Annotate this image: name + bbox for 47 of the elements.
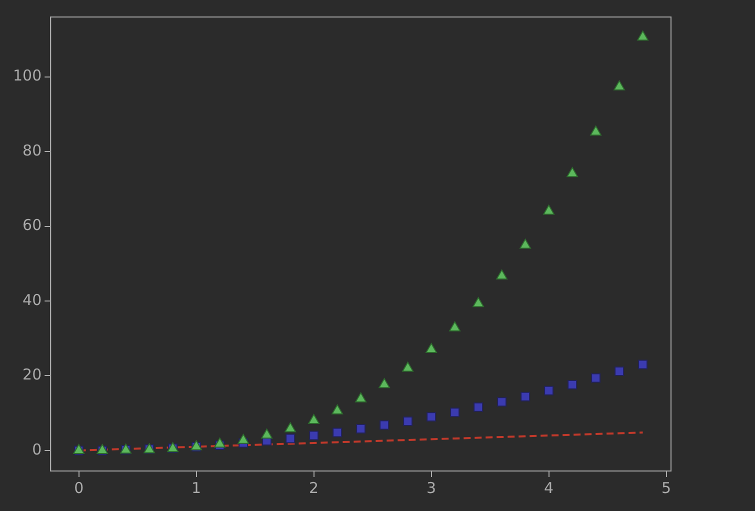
point bbox=[474, 402, 484, 412]
point bbox=[238, 434, 250, 444]
point bbox=[309, 430, 319, 440]
point bbox=[308, 414, 320, 424]
point bbox=[543, 204, 554, 215]
x-tick-label: 0 bbox=[74, 478, 84, 497]
point bbox=[450, 408, 460, 418]
point bbox=[426, 412, 436, 422]
point bbox=[614, 366, 624, 376]
point bbox=[472, 297, 484, 308]
point bbox=[590, 126, 602, 136]
point bbox=[402, 362, 414, 372]
y-tick-label: 20 bbox=[22, 366, 42, 384]
x-tick-label: 4 bbox=[544, 478, 554, 497]
point bbox=[614, 80, 625, 90]
x-tick-label: 2 bbox=[309, 478, 319, 497]
y-tick-label: 60 bbox=[22, 216, 42, 234]
point bbox=[356, 424, 366, 434]
point bbox=[355, 392, 367, 402]
y-tick-label: 80 bbox=[22, 141, 42, 160]
point bbox=[544, 386, 554, 396]
point bbox=[378, 378, 390, 388]
point bbox=[566, 167, 578, 178]
point bbox=[261, 428, 273, 439]
point bbox=[449, 321, 461, 332]
point bbox=[591, 373, 601, 383]
x-tick-label: 1 bbox=[192, 478, 202, 497]
y-tick-label: 40 bbox=[22, 290, 42, 309]
point bbox=[214, 438, 226, 448]
point bbox=[638, 360, 648, 370]
point bbox=[497, 397, 507, 407]
point bbox=[568, 380, 578, 390]
point bbox=[286, 434, 296, 444]
point bbox=[332, 428, 342, 438]
point bbox=[332, 404, 344, 414]
point bbox=[380, 420, 390, 430]
y-tick-label: 0 bbox=[32, 440, 42, 458]
point bbox=[520, 392, 530, 402]
point bbox=[520, 238, 532, 249]
point bbox=[426, 343, 438, 354]
point bbox=[496, 269, 508, 280]
point bbox=[637, 30, 648, 41]
y-tick-label: 100 bbox=[12, 66, 42, 85]
point bbox=[284, 422, 296, 432]
x-tick-label: 3 bbox=[426, 478, 436, 497]
point bbox=[403, 416, 413, 426]
x-tick-label: 5 bbox=[662, 478, 672, 497]
